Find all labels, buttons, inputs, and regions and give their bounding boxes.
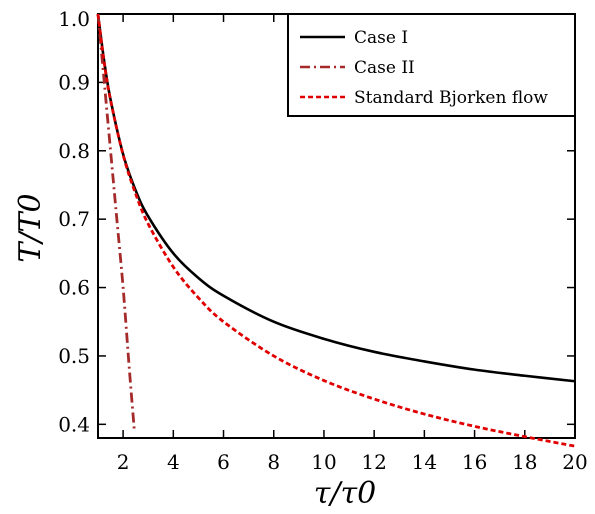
x-tick-label: 20	[562, 450, 587, 474]
x-tick-label: 16	[462, 450, 487, 474]
legend-label: Case II	[354, 58, 415, 78]
y-tick-label: 0.4	[58, 412, 90, 436]
legend-label: Standard Bjorken flow	[354, 88, 548, 108]
x-tick-label: 14	[412, 450, 437, 474]
y-tick-label: 0.5	[58, 344, 90, 368]
x-tick-label: 6	[217, 450, 230, 474]
x-tick-label: 4	[167, 450, 180, 474]
series-line	[96, 13, 136, 432]
legend-label: Case I	[354, 28, 408, 48]
series-line	[96, 13, 576, 448]
y-tick-label: 0.7	[58, 207, 90, 231]
axis-tick-labels: 2 4 6 8 10 12 14 16 18 20 0.4 0.5 0.6 0.7 0.8 0.9 1.0	[58, 7, 588, 474]
legend: Case I Case II Standard Bjorken flow	[287, 13, 576, 117]
x-axis-title: τ/τ0	[314, 476, 376, 511]
x-tick-label: 10	[311, 450, 336, 474]
x-tick-label: 18	[512, 450, 537, 474]
x-tick-label: 2	[117, 450, 130, 474]
y-tick-label: 0.9	[58, 70, 90, 94]
y-tick-label: 1.0	[58, 7, 90, 31]
series-lines	[96, 13, 576, 448]
legend-box	[287, 13, 576, 117]
x-tick-label: 12	[361, 450, 386, 474]
y-tick-label: 0.8	[58, 139, 90, 163]
y-tick-label: 0.6	[58, 276, 90, 300]
y-axis-title: T/T0	[13, 193, 48, 262]
x-tick-label: 8	[267, 450, 280, 474]
